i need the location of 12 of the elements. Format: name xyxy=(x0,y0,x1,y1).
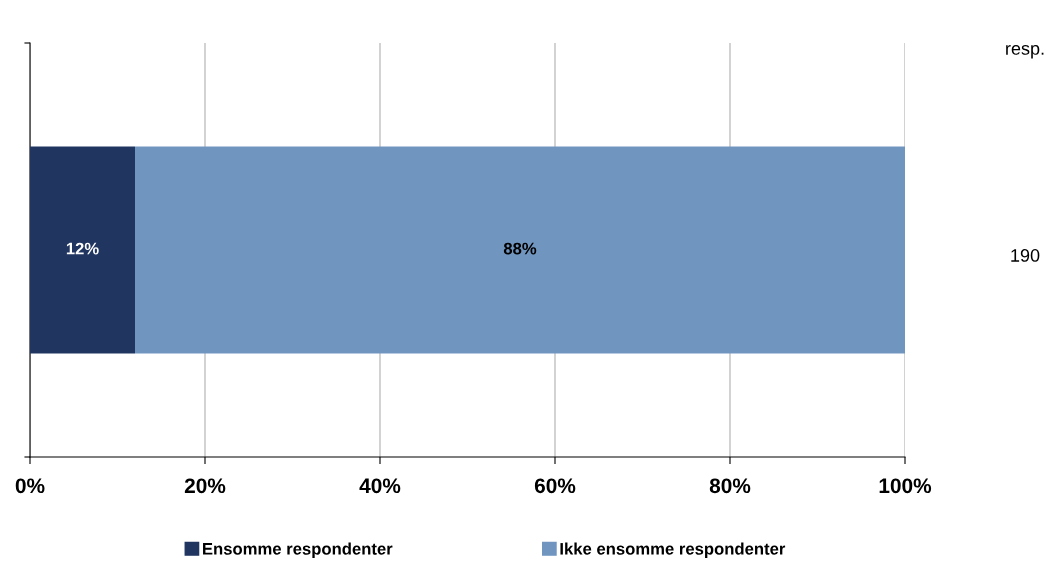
x-tick-label: 80% xyxy=(709,478,751,494)
text: resp. xyxy=(1006,44,1044,59)
x-tick-label: 20% xyxy=(184,478,226,494)
legend-label: Ikke ensomme respondenter xyxy=(560,542,786,558)
x-tick-label: 60% xyxy=(534,478,576,494)
data-label: 12% xyxy=(66,242,99,255)
text: 190 xyxy=(1011,249,1040,262)
x-tick-label: 40% xyxy=(359,478,401,494)
x-tick-label: 0% xyxy=(15,478,45,494)
x-tick-label: 100% xyxy=(879,478,932,494)
legend-label: Ensomme respondenter xyxy=(203,542,393,558)
data-label: 88% xyxy=(503,242,537,255)
